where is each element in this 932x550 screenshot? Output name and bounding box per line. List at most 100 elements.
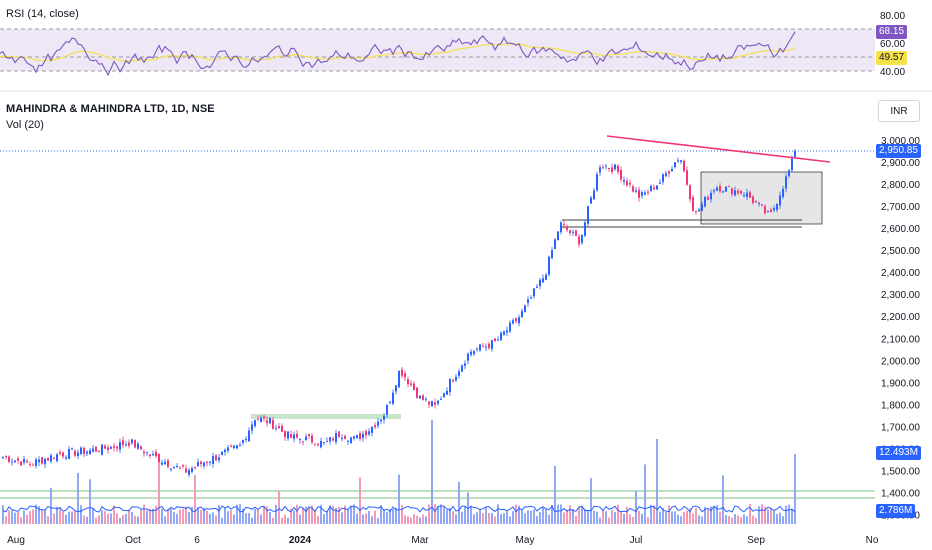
volume-bar — [458, 481, 460, 524]
candle-body — [587, 206, 589, 224]
volume-bar — [494, 516, 496, 524]
time-tick-label: Jul — [630, 535, 643, 546]
volume-bar — [587, 510, 589, 524]
volume-bar — [242, 508, 244, 524]
candle-body — [452, 380, 454, 382]
volume-bar — [719, 511, 721, 524]
volume-bar — [482, 513, 484, 524]
volume-bar — [308, 507, 310, 524]
candle-body — [647, 191, 649, 193]
candle-body — [530, 297, 532, 299]
volume-bar — [464, 506, 466, 524]
currency-button[interactable]: INR — [878, 100, 920, 122]
volume-bar — [146, 510, 148, 524]
candle-body — [488, 343, 490, 349]
candle-body — [77, 452, 79, 457]
volume-bar — [491, 513, 493, 524]
candle-body — [209, 461, 211, 463]
volume-bar — [710, 506, 712, 524]
volume-bar — [647, 516, 649, 524]
volume-bar — [476, 512, 478, 524]
volume-bar — [512, 511, 514, 524]
volume-bar — [341, 512, 343, 524]
candle-body — [428, 401, 430, 405]
candle-body — [623, 179, 625, 182]
candle-body — [32, 464, 34, 466]
volume-bar — [722, 475, 724, 524]
price-axis[interactable]: 3,000.00 2,900.00 2,800.00 2,700.00 2,600.00… — [881, 136, 920, 522]
candle-body — [239, 444, 241, 446]
candle-body — [167, 460, 169, 467]
candle-body — [380, 419, 382, 422]
volume-bar — [422, 514, 424, 524]
rsi-ma-tag: 49.57 — [876, 51, 908, 65]
candle-body — [155, 451, 157, 457]
candle-body — [71, 448, 73, 450]
candle-body — [521, 311, 523, 318]
candle-body — [8, 456, 10, 462]
candle-body — [281, 425, 283, 432]
volume-bar — [776, 514, 778, 524]
candle-body — [656, 185, 658, 190]
candle-body — [29, 463, 31, 465]
volume-bar — [713, 506, 715, 524]
volume-bar — [584, 509, 586, 524]
volume-bar — [269, 512, 271, 524]
volume-bar — [377, 517, 379, 524]
volume-bar — [473, 514, 475, 524]
volume-bar — [254, 508, 256, 524]
volume-bar — [80, 505, 82, 524]
volume-bar — [665, 512, 667, 524]
volume-bar — [8, 510, 10, 524]
volume-bar — [275, 504, 277, 524]
candle-body — [422, 395, 424, 400]
volume-bar — [374, 510, 376, 524]
volume-bar — [779, 512, 781, 524]
volume-bar — [131, 511, 133, 524]
volume-bar — [662, 507, 664, 524]
volume-bar — [407, 516, 409, 524]
candle-body — [431, 401, 433, 407]
volume-bar — [365, 513, 367, 524]
volume-bar — [71, 511, 73, 524]
volume-bar — [350, 506, 352, 524]
volume-bar — [302, 507, 304, 524]
volume-bar — [728, 516, 730, 524]
time-axis[interactable]: Aug Oct 6 2024 Mar May Jul Sep No — [7, 535, 879, 546]
candle-body — [299, 438, 301, 440]
candle-body — [500, 332, 502, 341]
volume-bar — [338, 506, 340, 524]
time-tick-label: No — [866, 535, 879, 546]
volume-bar — [293, 510, 295, 524]
volume-bar — [488, 512, 490, 524]
candle-body — [764, 206, 766, 214]
volume-bar — [11, 510, 13, 524]
candle-body — [506, 330, 508, 333]
candle-body — [353, 436, 355, 439]
volume-bar — [518, 505, 520, 524]
candle-body — [473, 351, 475, 355]
candle-body — [413, 383, 415, 390]
candle-body — [722, 191, 724, 193]
volume-bar — [677, 514, 679, 524]
volume-bar — [218, 504, 220, 524]
candle-body — [440, 398, 442, 400]
volume-bar — [644, 464, 646, 524]
volume-bar — [314, 509, 316, 524]
candle-body — [794, 150, 796, 157]
candle-body — [479, 344, 481, 351]
volume-bar — [239, 504, 241, 524]
candle-body — [509, 322, 511, 332]
candle-body — [143, 451, 145, 454]
candle-body — [260, 417, 262, 422]
candle-body — [119, 442, 121, 450]
candle-body — [290, 434, 292, 438]
volume-bar — [764, 506, 766, 524]
candle-body — [773, 208, 775, 211]
candle-body — [272, 419, 274, 429]
resistance-trendline[interactable] — [606, 135, 831, 163]
volume-bar — [203, 508, 205, 524]
volume-bar — [362, 514, 364, 524]
volume-bar — [569, 505, 571, 524]
